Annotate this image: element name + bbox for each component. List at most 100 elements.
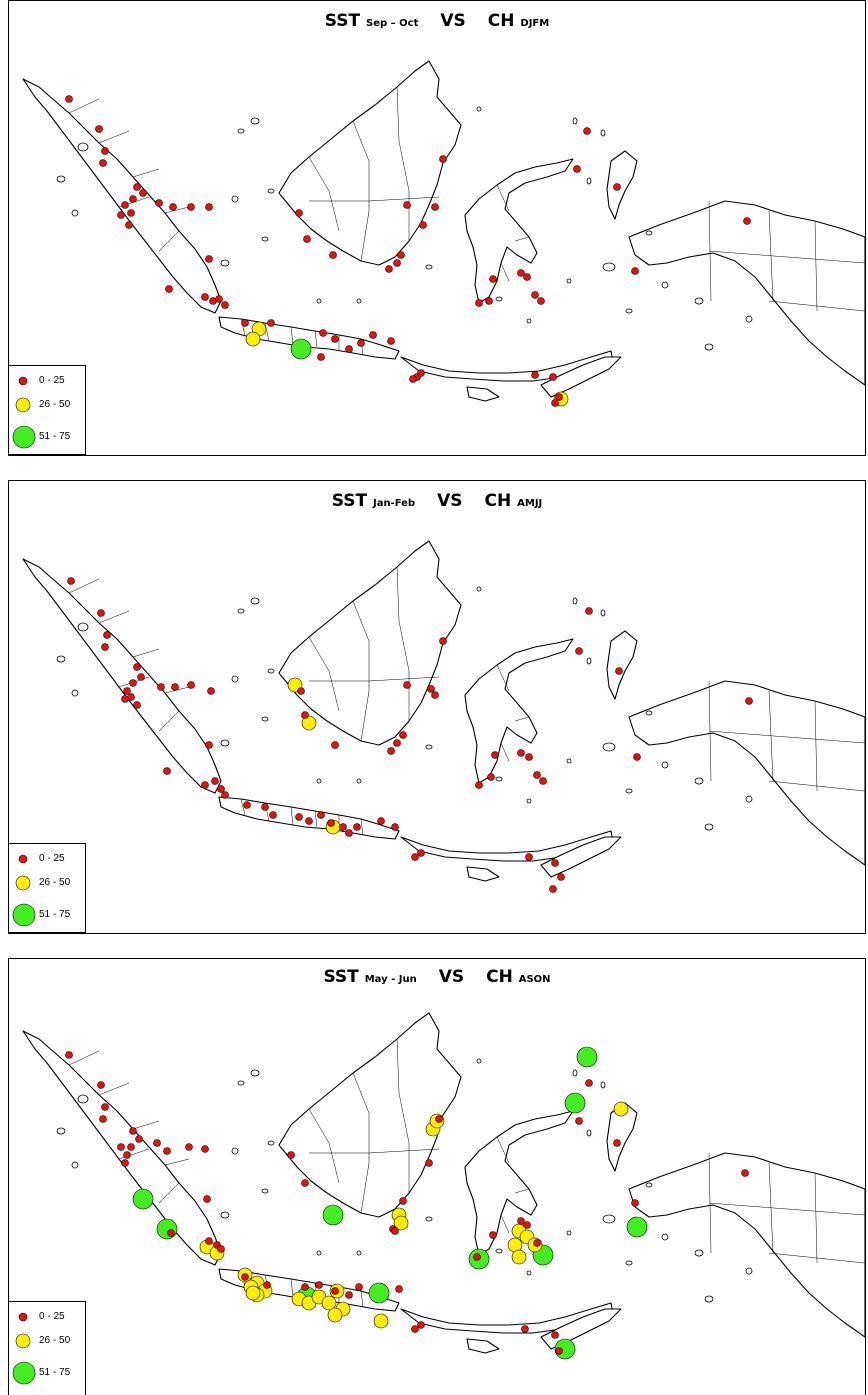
- station-marker-0-25: [327, 819, 335, 827]
- station-marker-0-25: [487, 773, 495, 781]
- station-marker-0-25: [205, 255, 213, 263]
- station-marker-0-25: [187, 681, 195, 689]
- small-island: [572, 597, 578, 605]
- small-island: [566, 758, 572, 764]
- station-marker-0-25: [121, 1159, 129, 1167]
- station-marker-26-50: [245, 331, 261, 347]
- admin-boundary: [496, 664, 530, 762]
- station-marker-0-25: [555, 393, 563, 401]
- station-marker-0-25: [305, 817, 313, 825]
- small-island: [356, 778, 362, 784]
- small-island: [250, 597, 260, 605]
- small-island: [495, 776, 503, 782]
- station-marker-26-50: [393, 1215, 409, 1231]
- small-island: [220, 259, 230, 267]
- admin-boundary: [708, 680, 865, 792]
- station-marker-0-25: [393, 259, 401, 267]
- station-marker-0-25: [117, 211, 125, 219]
- station-marker-0-25: [139, 189, 147, 197]
- station-marker-0-25: [403, 201, 411, 209]
- station-marker-0-25: [201, 781, 209, 789]
- admin-boundary: [496, 1136, 530, 1234]
- station-marker-0-25: [397, 251, 405, 259]
- station-marker-0-25: [331, 1287, 339, 1295]
- small-island: [231, 1147, 239, 1155]
- small-island: [220, 739, 230, 747]
- station-marker-0-25: [203, 1195, 211, 1203]
- station-marker-0-25: [387, 337, 395, 345]
- small-island: [661, 761, 669, 769]
- small-island: [476, 106, 482, 112]
- station-marker-0-25: [613, 183, 621, 191]
- small-island: [602, 742, 616, 752]
- small-island: [476, 586, 482, 592]
- station-marker-0-25: [263, 1281, 271, 1289]
- station-marker-0-25: [211, 777, 219, 785]
- station-marker-0-25: [295, 209, 303, 217]
- small-island: [77, 142, 89, 152]
- small-island: [526, 318, 532, 324]
- station-marker-0-25: [315, 1281, 323, 1289]
- admin-boundary: [68, 1050, 190, 1204]
- station-marker-0-25: [101, 1103, 109, 1111]
- station-marker-0-25: [157, 683, 165, 691]
- small-island: [602, 1214, 616, 1224]
- station-marker-0-25: [537, 297, 545, 305]
- small-island: [704, 343, 714, 351]
- station-marker-0-25: [387, 747, 395, 755]
- small-island: [71, 1161, 79, 1169]
- station-marker-0-25: [539, 777, 547, 785]
- station-marker-0-25: [489, 1231, 497, 1239]
- station-marker-0-25: [129, 679, 137, 687]
- station-marker-0-25: [261, 803, 269, 811]
- admin-boundary: [308, 566, 440, 742]
- station-marker-0-25: [531, 291, 539, 299]
- small-island: [704, 823, 714, 831]
- station-marker-0-25: [133, 701, 141, 709]
- station-marker-0-25: [583, 127, 591, 135]
- station-marker-0-25: [585, 1079, 593, 1087]
- station-marker-0-25: [393, 739, 401, 747]
- station-marker-0-25: [123, 1151, 131, 1159]
- small-island: [231, 675, 239, 683]
- station-marker-0-25: [585, 607, 593, 615]
- station-marker-0-25: [319, 329, 327, 337]
- small-island: [495, 1248, 503, 1254]
- legend-item-51-75: 51 - 75: [9, 422, 85, 452]
- station-marker-0-25: [205, 1237, 213, 1245]
- station-marker-0-25: [403, 681, 411, 689]
- station-marker-0-25: [155, 199, 163, 207]
- small-island: [71, 689, 79, 697]
- small-island: [566, 1230, 572, 1236]
- station-marker-0-25: [525, 753, 533, 761]
- station-marker-26-50: [373, 1313, 389, 1329]
- station-marker-0-25: [317, 811, 325, 819]
- admin-boundary: [68, 98, 190, 252]
- small-island: [267, 188, 275, 194]
- station-marker-0-25: [411, 1325, 419, 1333]
- station-marker-0-25: [613, 1139, 621, 1147]
- legend-item-26-50: 26 - 50: [9, 394, 85, 416]
- station-marker-0-25: [425, 1159, 433, 1167]
- station-marker-0-25: [221, 301, 229, 309]
- station-marker-0-25: [615, 667, 623, 675]
- admin-boundary: [308, 86, 440, 262]
- station-marker-0-25: [99, 1115, 107, 1123]
- island-papua: [628, 680, 865, 866]
- station-marker-0-25: [409, 375, 417, 383]
- station-marker-0-25: [201, 293, 209, 301]
- small-island: [745, 315, 753, 323]
- station-marker-0-25: [339, 823, 347, 831]
- station-marker-0-25: [187, 203, 195, 211]
- station-marker-0-25: [217, 785, 225, 793]
- station-marker-0-25: [205, 741, 213, 749]
- station-marker-0-25: [345, 345, 353, 353]
- station-marker-0-25: [221, 791, 229, 799]
- small-island: [56, 175, 66, 183]
- station-marker-0-25: [267, 319, 275, 327]
- station-marker-0-25: [171, 683, 179, 691]
- station-marker-0-25: [399, 731, 407, 739]
- admin-boundary: [496, 184, 530, 282]
- island-halmahera: [606, 630, 638, 700]
- station-marker-0-25: [741, 1169, 749, 1177]
